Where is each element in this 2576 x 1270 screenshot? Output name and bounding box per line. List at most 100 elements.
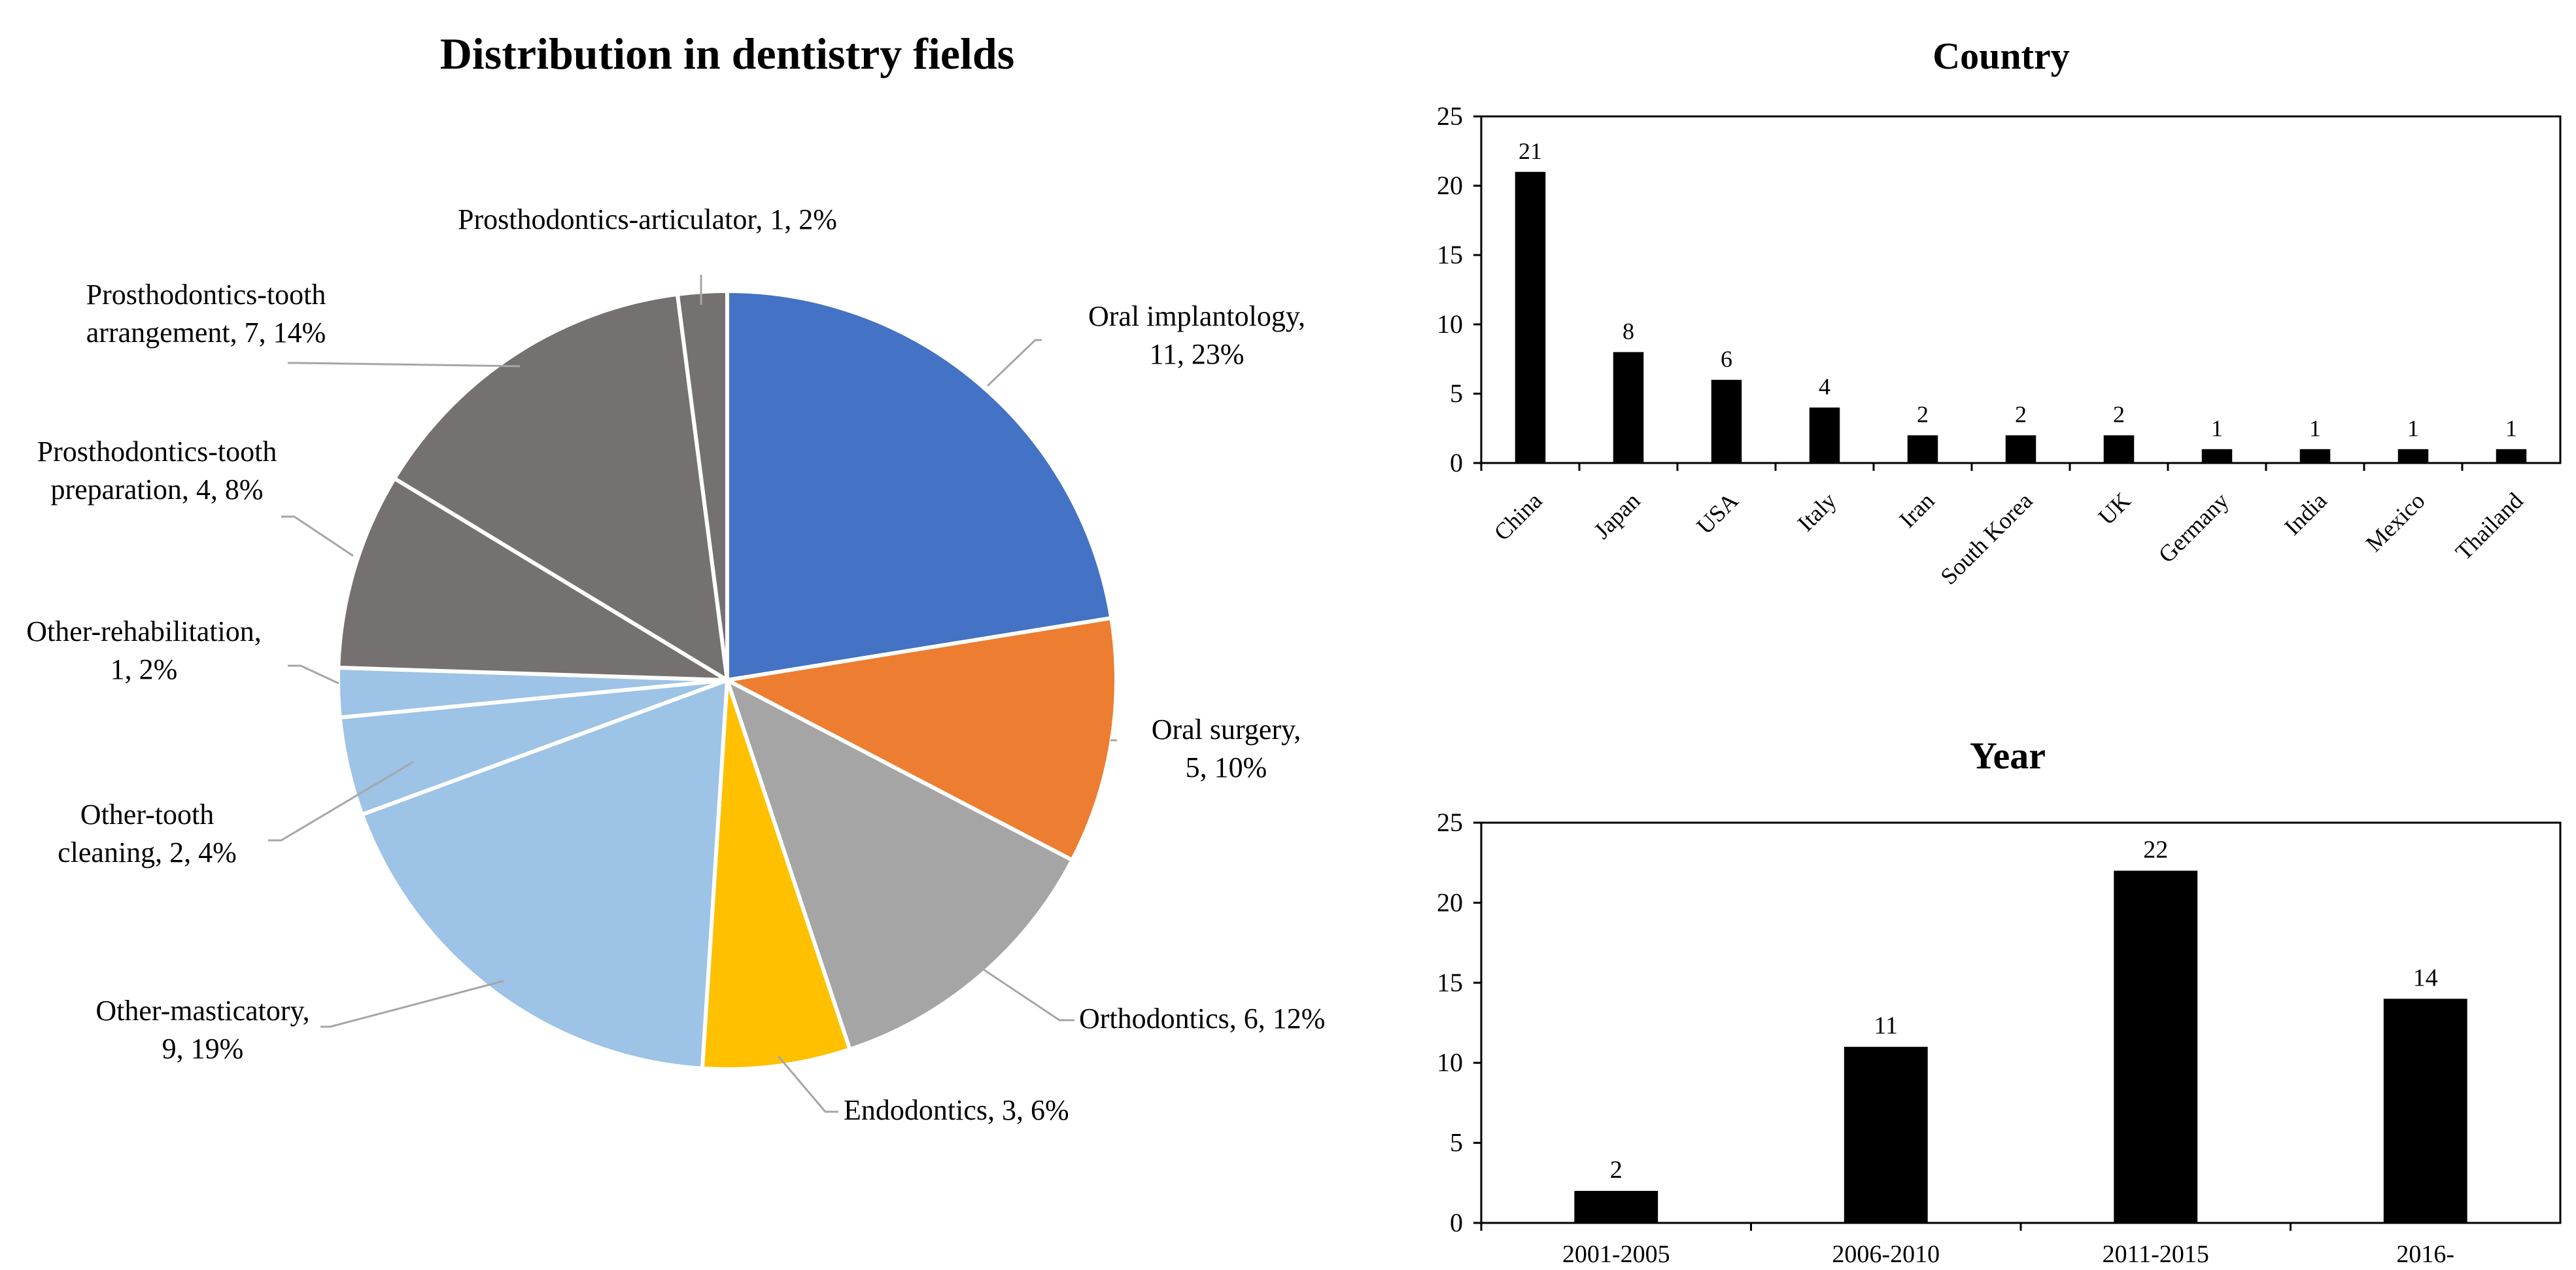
bar-data-label: 6 — [1721, 346, 1732, 372]
x-category-label: Thailand — [2450, 487, 2528, 565]
pie-slice-label-line: 11, 23% — [1149, 338, 1244, 370]
pie-leader-line — [281, 515, 354, 557]
pie-slice-label: Oral implantology, 11, 23% — [1088, 300, 1305, 370]
bar-chart-country: Country 051015202521China8Japan6USA4Ital… — [1437, 35, 2562, 590]
x-category-label: 2006-2010 — [1832, 1241, 1940, 1268]
bar-data-label: 1 — [2407, 415, 2419, 441]
pie-slice-label-line: arrangement, 7, 14% — [86, 317, 326, 349]
pie-slice-label: Oral surgery, 5, 10% — [1152, 713, 1301, 783]
pie-slice-label-line: Orthodontics, 6, 12% — [1079, 1003, 1325, 1035]
pie-chart-title: Distribution in dentistry fields — [440, 29, 1014, 78]
pie-slice-label-line: Prosthodontics-tooth — [86, 279, 326, 311]
bar — [2496, 449, 2527, 463]
bar-data-label: 11 — [1874, 1012, 1898, 1040]
x-category-label: 2001-2005 — [1562, 1241, 1670, 1268]
x-category-label: Japan — [1589, 487, 1645, 543]
bar — [2299, 449, 2331, 463]
pie-slice-label: Orthodontics, 6, 12% — [1079, 1003, 1325, 1035]
pie-slice-label-line: Oral implantology, — [1088, 300, 1305, 332]
y-tick-label: 20 — [1437, 887, 1463, 917]
pie-slice — [336, 475, 735, 683]
pie-slice-label-line: Prosthodontics-tooth — [37, 436, 277, 468]
bar — [2103, 435, 2135, 463]
x-category-label: India — [2279, 487, 2332, 540]
bar-data-label: 8 — [1623, 318, 1634, 344]
pie-slice-label: Prosthodontics-tooth preparation, 4, 8% — [37, 436, 277, 506]
bar — [1844, 1046, 1928, 1223]
y-tick-label: 25 — [1437, 101, 1463, 131]
x-category-label: UK — [2093, 487, 2136, 530]
bar — [2114, 870, 2198, 1223]
bar — [2005, 435, 2036, 463]
bar-data-label: 1 — [2309, 415, 2321, 441]
bar — [2383, 999, 2467, 1223]
pie-slice-label-line: 9, 19% — [162, 1033, 244, 1065]
pie-chart-dentistry-fields: Distribution in dentistry fields Oral im… — [26, 29, 1325, 1126]
y-tick-label: 5 — [1450, 1128, 1463, 1158]
pie-labels: Oral implantology, 11, 23% Oral surgery, 5,… — [26, 203, 1325, 1126]
bar — [1515, 171, 1546, 463]
bar-data-label: 1 — [2505, 415, 2517, 441]
x-category-label: 2011-2015 — [2103, 1241, 2209, 1268]
year-chart-title: Year — [1970, 734, 2046, 777]
pie-leader-line — [288, 664, 339, 685]
pie-leader-line — [320, 980, 504, 1028]
pie-slice-label-line: Prosthodontics-articulator, 1, 2% — [458, 203, 837, 235]
pie-slice — [675, 288, 729, 681]
y-tick-label: 15 — [1437, 968, 1463, 997]
pie-slice-label-line: preparation, 4, 8% — [51, 473, 264, 506]
pie-slice-label-line: Oral surgery, — [1152, 713, 1301, 746]
pie-slices — [336, 288, 1118, 1072]
pie-slice-label-line: 1, 2% — [111, 653, 178, 685]
pie-slice-label-line: Endodontics, 3, 6% — [844, 1094, 1069, 1126]
pie-leader-lines — [268, 275, 1117, 1113]
bar-data-label: 4 — [1819, 373, 1830, 400]
pie-slice-label: Other-tooth cleaning, 2, 4% — [58, 798, 237, 868]
pie-slice-label: Other-masticatory, 9, 19% — [95, 995, 309, 1065]
pie-slice — [725, 288, 1114, 683]
x-category-label: Iran — [1894, 487, 1939, 532]
pie-leader-line — [980, 967, 1074, 1021]
bar-data-label: 2 — [2015, 402, 2027, 428]
bar — [2397, 449, 2429, 463]
bar — [1613, 352, 1644, 463]
y-tick-label: 15 — [1437, 240, 1463, 269]
pie-slice-label-line: Other-rehabilitation, — [26, 615, 262, 647]
pie-slice-label: Other-rehabilitation, 1, 2% — [26, 615, 262, 685]
pie-slice — [723, 676, 1075, 1052]
pie-leader-line — [268, 761, 414, 842]
y-tick-label: 25 — [1437, 808, 1463, 837]
bar — [2201, 449, 2233, 463]
bar — [1907, 435, 1938, 463]
pie-leader-line — [986, 339, 1042, 387]
y-tick-label: 0 — [1450, 1208, 1463, 1237]
bar-data-label: 14 — [2413, 964, 2438, 991]
bar-data-label: 21 — [1519, 138, 1542, 164]
pie-slice — [392, 292, 730, 684]
x-category-label: Italy — [1793, 487, 1842, 536]
country-chart-title: Country — [1932, 35, 2069, 77]
bar — [1809, 407, 1840, 463]
y-tick-label: 0 — [1450, 448, 1463, 477]
pie-slice-label-line: Other-tooth — [80, 798, 214, 831]
bar-chart-year: Year 0 5 10 15 20 25 2 2001-2005 11 2006-2010 22 20… — [1437, 734, 2562, 1268]
pie-slice-label: Prosthodontics-articulator, 1, 2% — [458, 203, 837, 235]
bar-data-label: 2 — [1917, 402, 1929, 428]
year-plot-area: 0 5 10 15 20 25 2 2001-2005 11 2006-2010 22 2011-20… — [1437, 808, 2562, 1268]
y-tick-label: 10 — [1437, 309, 1463, 339]
x-category-label: Germany — [2154, 487, 2234, 568]
bar-data-label: 2 — [1610, 1156, 1623, 1184]
pie-slice-label-line: Other-masticatory, — [95, 995, 309, 1027]
pie-slice — [359, 677, 730, 1071]
pie-leader-line — [777, 1055, 838, 1113]
x-category-label: South Korea — [1935, 487, 2037, 589]
pie-leader-line — [288, 362, 521, 368]
bar-data-label: 22 — [2143, 836, 2168, 863]
pie-slice-label: Prosthodontics-tooth arrangement, 7, 14% — [86, 279, 326, 349]
pie-slice-label-line: 5, 10% — [1186, 751, 1267, 783]
bar — [1574, 1191, 1658, 1223]
y-tick-label: 5 — [1450, 379, 1463, 408]
pie-slice-label-line: cleaning, 2, 4% — [58, 836, 237, 868]
x-category-label: China — [1489, 487, 1547, 545]
